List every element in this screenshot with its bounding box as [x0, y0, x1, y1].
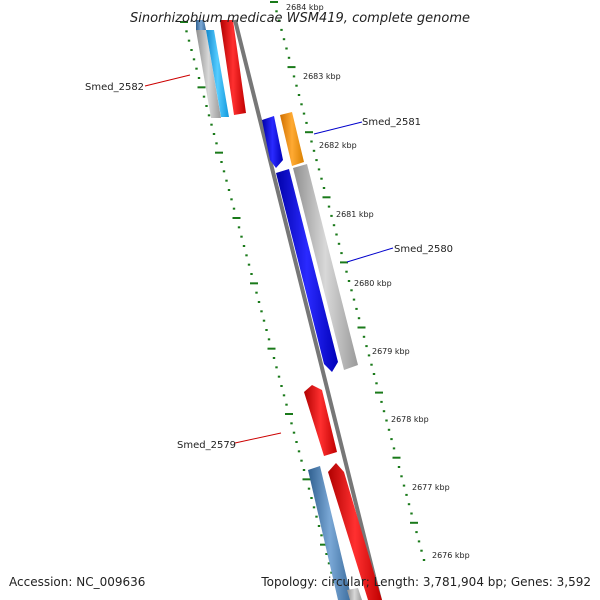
tick-label-2679: 2679 kbp [372, 347, 410, 356]
gene-feature-blue-2580[interactable] [276, 169, 338, 372]
leader-line-smed-2579 [234, 432, 282, 444]
gene-feature-red-2579[interactable] [304, 385, 337, 456]
gene-feature-gray-bottom[interactable] [347, 588, 362, 600]
tick-label-2682: 2682 kbp [319, 141, 357, 150]
leader-line-smed-2581 [313, 121, 363, 135]
gene-label-smed-2582[interactable]: Smed_2582 [85, 82, 144, 93]
gene-label-leaders [144, 74, 394, 444]
feature-track-reverse [196, 20, 382, 600]
tick-label-2681: 2681 kbp [336, 210, 374, 219]
gene-label-smed-2580[interactable]: Smed_2580 [394, 244, 453, 255]
gene-feature-gray-long[interactable] [293, 164, 358, 370]
gene-feature-blue-2581[interactable] [262, 116, 283, 168]
leader-line-smed-2582 [144, 74, 191, 87]
genome-backbone [233, 19, 382, 600]
genome-summary-text: Topology: circular; Length: 3,781,904 bp… [260, 575, 591, 589]
gene-feature-steelblue-top[interactable] [196, 20, 206, 30]
gene-feature-red-2582[interactable] [220, 20, 246, 115]
tick-labels: 2684 kbp 2683 kbp 2682 kbp 2681 kbp 2680… [286, 3, 470, 560]
tick-track-inner [180, 21, 336, 583]
tick-label-2677: 2677 kbp [412, 483, 450, 492]
gene-label-smed-2579[interactable]: Smed_2579 [177, 440, 236, 451]
gene-feature-orange[interactable] [280, 112, 304, 166]
gene-feature-cyan[interactable] [206, 30, 229, 117]
tick-label-2684: 2684 kbp [286, 3, 324, 12]
gene-feature-gray-top[interactable] [196, 30, 221, 118]
tick-label-2680: 2680 kbp [354, 279, 392, 288]
accession-text: Accession: NC_009636 [9, 575, 145, 589]
gene-label-smed-2581[interactable]: Smed_2581 [362, 117, 421, 128]
tick-label-2683: 2683 kbp [303, 72, 341, 81]
tick-label-2676: 2676 kbp [432, 551, 470, 560]
leader-line-smed-2580 [346, 247, 394, 263]
gene-feature-steelblue-bottom[interactable] [308, 466, 352, 600]
feature-track-forward [280, 112, 362, 600]
gene-feature-red-bottom[interactable] [328, 463, 382, 600]
map-title: Sinorhizobium medicae WSM419, complete g… [130, 11, 470, 26]
tick-label-2678: 2678 kbp [391, 415, 429, 424]
tick-track-outer [270, 1, 426, 561]
